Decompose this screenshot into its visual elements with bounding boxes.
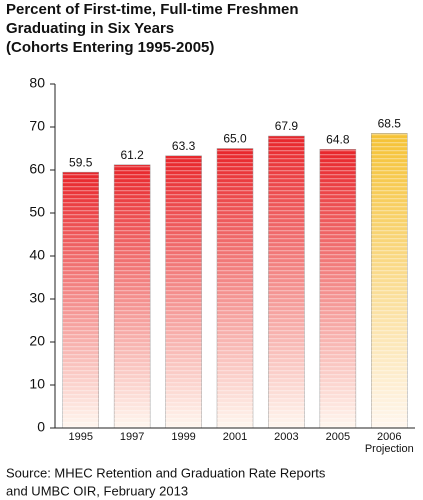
x-tick-label: 2006 [377, 431, 401, 443]
bar-stripes [165, 155, 202, 428]
y-tick-label: 20 [29, 333, 45, 349]
bar-stripes [114, 164, 151, 428]
y-tick-label: 60 [29, 161, 45, 177]
y-tick-label: 30 [29, 290, 45, 306]
data-label: 65.0 [223, 132, 247, 146]
data-label: 63.3 [172, 139, 196, 153]
data-label: 67.9 [275, 119, 299, 133]
x-tick-label: 2003 [274, 431, 298, 443]
y-tick-label: 40 [29, 247, 45, 263]
y-tick-label: 80 [29, 75, 45, 91]
bar-stripes [62, 172, 99, 428]
y-tick-label: 70 [29, 118, 45, 134]
chart-title: Percent of First-time, Full-time Freshme… [6, 1, 299, 18]
y-tick-label: 50 [29, 204, 45, 220]
x-tick-note: Projection [365, 443, 414, 455]
bar-stripes [371, 133, 408, 428]
data-label: 61.2 [120, 148, 144, 162]
data-label: 68.5 [378, 117, 402, 131]
bar-stripes [268, 136, 305, 428]
x-tick-label: 2001 [223, 431, 247, 443]
data-label: 64.8 [326, 133, 350, 147]
y-tick-label: 0 [37, 419, 45, 435]
y-tick-label: 10 [29, 376, 45, 392]
source: and UMBC OIR, February 2013 [6, 483, 188, 498]
x-tick-label: 1999 [171, 431, 195, 443]
x-tick-label: 1997 [120, 431, 144, 443]
bar-stripes [217, 148, 253, 428]
source: Source: MHEC Retention and Graduation Ra… [6, 465, 326, 480]
x-tick-label: 1995 [68, 431, 92, 443]
bar-stripes [319, 149, 356, 429]
chart-title: Graduating in Six Years [6, 20, 174, 37]
data-label: 59.5 [69, 155, 93, 169]
x-tick-label: 2005 [326, 431, 350, 443]
chart-title: (Cohorts Entering 1995-2005) [6, 39, 214, 56]
